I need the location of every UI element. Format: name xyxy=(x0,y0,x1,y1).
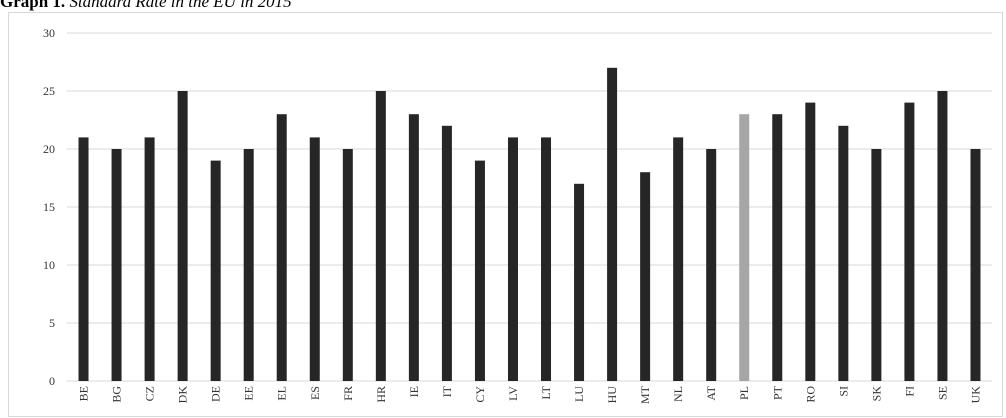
bar-be xyxy=(78,137,89,381)
chart-caption: Graph 1. Standard Rate in the EU in 2015 xyxy=(0,0,292,13)
bar-es xyxy=(309,137,320,381)
x-category-label: CZ xyxy=(143,386,157,401)
bar-sk xyxy=(871,149,882,381)
bar-ie xyxy=(408,114,419,381)
bar-ee xyxy=(243,149,254,381)
x-category-label: AT xyxy=(704,385,718,400)
bar-mt xyxy=(640,172,651,381)
bar-dk xyxy=(177,91,188,381)
bar-it xyxy=(441,125,452,381)
bar-fi xyxy=(904,102,915,381)
x-category-label: EL xyxy=(275,386,289,401)
x-category-label: SI xyxy=(836,386,850,397)
bar-cz xyxy=(144,137,155,381)
bar-lv xyxy=(507,137,518,381)
x-category-label: PL xyxy=(737,386,751,400)
bar-at xyxy=(706,149,717,381)
y-tick-label: 20 xyxy=(43,142,55,156)
y-axis-ticks: 0 5 10 15 20 25 30 xyxy=(43,26,55,388)
y-tick-label: 0 xyxy=(49,374,55,388)
x-category-label: BG xyxy=(110,386,124,403)
bar-hr xyxy=(375,91,386,381)
x-category-label: LU xyxy=(572,386,586,402)
bar-lt xyxy=(541,137,552,381)
x-category-label: FI xyxy=(902,386,916,397)
x-category-label: LV xyxy=(506,386,520,401)
x-category-label: NL xyxy=(671,386,685,402)
y-tick-label: 30 xyxy=(43,26,55,40)
bars xyxy=(78,67,981,382)
chart-frame xyxy=(8,12,1003,417)
bar-fr xyxy=(342,149,353,381)
bar-pt xyxy=(772,114,783,381)
y-tick-label: 5 xyxy=(49,316,55,330)
x-category-label: IT xyxy=(440,385,454,397)
x-category-label: SK xyxy=(869,386,883,402)
x-category-label: DE xyxy=(209,386,223,402)
x-category-label: FR xyxy=(341,386,355,401)
caption-lead: Graph 1. xyxy=(0,0,66,11)
x-category-label: HR xyxy=(374,386,388,403)
caption-title: Standard Rate in the EU in 2015 xyxy=(69,0,292,11)
y-tick-label: 10 xyxy=(43,258,55,272)
bar-cy xyxy=(474,160,485,381)
bar-uk xyxy=(970,149,981,381)
x-category-label: UK xyxy=(968,386,982,404)
x-category-label: MT xyxy=(638,385,652,404)
bar-de xyxy=(210,160,221,381)
y-tick-label: 25 xyxy=(43,84,55,98)
x-category-label: HU xyxy=(605,386,619,404)
bar-lu xyxy=(574,183,585,381)
bar-nl xyxy=(673,137,684,381)
x-category-label: LT xyxy=(539,385,553,399)
x-category-label: DK xyxy=(176,386,190,404)
x-category-label: CY xyxy=(473,386,487,403)
x-category-label: ES xyxy=(308,386,322,400)
bar-ro xyxy=(805,102,816,381)
grid-lines xyxy=(67,32,992,382)
x-category-label: EE xyxy=(242,386,256,401)
x-category-label: RO xyxy=(803,386,817,403)
bar-pl xyxy=(739,114,750,381)
bar-el xyxy=(276,114,287,381)
bar-bg xyxy=(111,149,122,381)
bar-hu xyxy=(607,67,618,382)
bar-si xyxy=(838,125,849,381)
x-category-label: PT xyxy=(770,385,784,400)
bar-se xyxy=(937,91,948,381)
x-axis-categories: BE BG CZ DK DE EE EL ES FR HR IE IT CY LV LT LU HU MT NL AT… xyxy=(77,385,983,404)
x-category-label: SE xyxy=(935,386,949,400)
x-category-label: BE xyxy=(77,386,91,401)
x-category-label: IE xyxy=(407,386,421,397)
y-tick-label: 15 xyxy=(43,200,55,214)
